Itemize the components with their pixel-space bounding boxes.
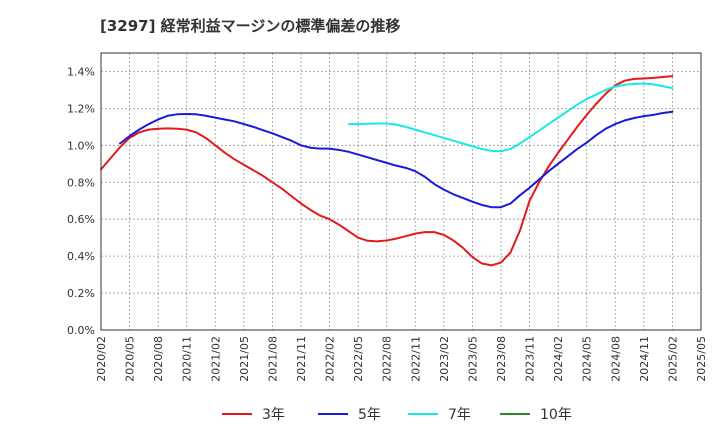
y-tick-label: 1.0%	[67, 139, 95, 152]
x-tick-label: 2024/08	[609, 336, 622, 382]
x-tick-label: 2021/11	[295, 336, 308, 382]
legend-label-2: 7年	[448, 407, 471, 423]
x-tick-label: 2021/05	[238, 336, 251, 382]
x-tick-label: 2020/11	[181, 336, 194, 382]
y-tick-label: 0.6%	[67, 213, 95, 226]
x-tick-label: 2023/08	[495, 336, 508, 382]
x-tick-label: 2024/11	[638, 336, 651, 382]
x-tick-label: 2023/11	[524, 336, 537, 382]
chart-title: [3297] 経常利益マージンの標準偏差の推移	[100, 17, 400, 35]
plot-area	[101, 53, 701, 330]
x-tick-label: 2022/11	[409, 336, 422, 382]
y-axis-ticks: 0.0% 0.2% 0.4% 0.6% 0.8% 1.0% 1.2% 1.4%	[67, 65, 95, 337]
x-tick-label: 2024/02	[552, 336, 565, 382]
x-tick-label: 2023/02	[438, 336, 451, 382]
x-tick-label: 2022/05	[352, 336, 365, 382]
x-tick-label: 2025/02	[666, 336, 679, 382]
x-tick-label: 2021/02	[209, 336, 222, 382]
x-tick-label: 2020/02	[95, 336, 108, 382]
legend-label-0: 3年	[262, 407, 285, 423]
y-tick-label: 0.4%	[67, 250, 95, 263]
x-tick-label: 2020/05	[124, 336, 137, 382]
grid-lines	[100, 53, 702, 331]
x-tick-label: 2021/08	[266, 336, 279, 382]
x-tick-label: 2022/08	[381, 336, 394, 382]
plot-frame	[100, 52, 702, 331]
legend: 3年 5年 7年 10年	[222, 407, 572, 423]
series-line-2	[347, 82, 674, 153]
series-layer	[100, 75, 674, 267]
y-tick-label: 1.2%	[67, 102, 95, 115]
x-tick-label: 2025/05	[695, 336, 708, 382]
x-tick-label: 2022/02	[324, 336, 337, 382]
y-tick-label: 0.0%	[67, 324, 95, 337]
legend-label-1: 5年	[358, 407, 381, 423]
legend-label-3: 10年	[540, 407, 572, 423]
x-tick-label: 2023/05	[466, 336, 479, 382]
series-line-0	[100, 75, 674, 267]
x-tick-label: 2020/08	[152, 336, 165, 382]
x-axis-ticks: 2020/02 2020/05 2020/08 2020/11 2021/02 2021/…	[95, 336, 708, 382]
series-line-1	[119, 110, 674, 209]
y-tick-label: 1.4%	[67, 65, 95, 78]
y-tick-label: 0.8%	[67, 176, 95, 189]
y-tick-label: 0.2%	[67, 287, 95, 300]
x-tick-label: 2024/05	[581, 336, 594, 382]
